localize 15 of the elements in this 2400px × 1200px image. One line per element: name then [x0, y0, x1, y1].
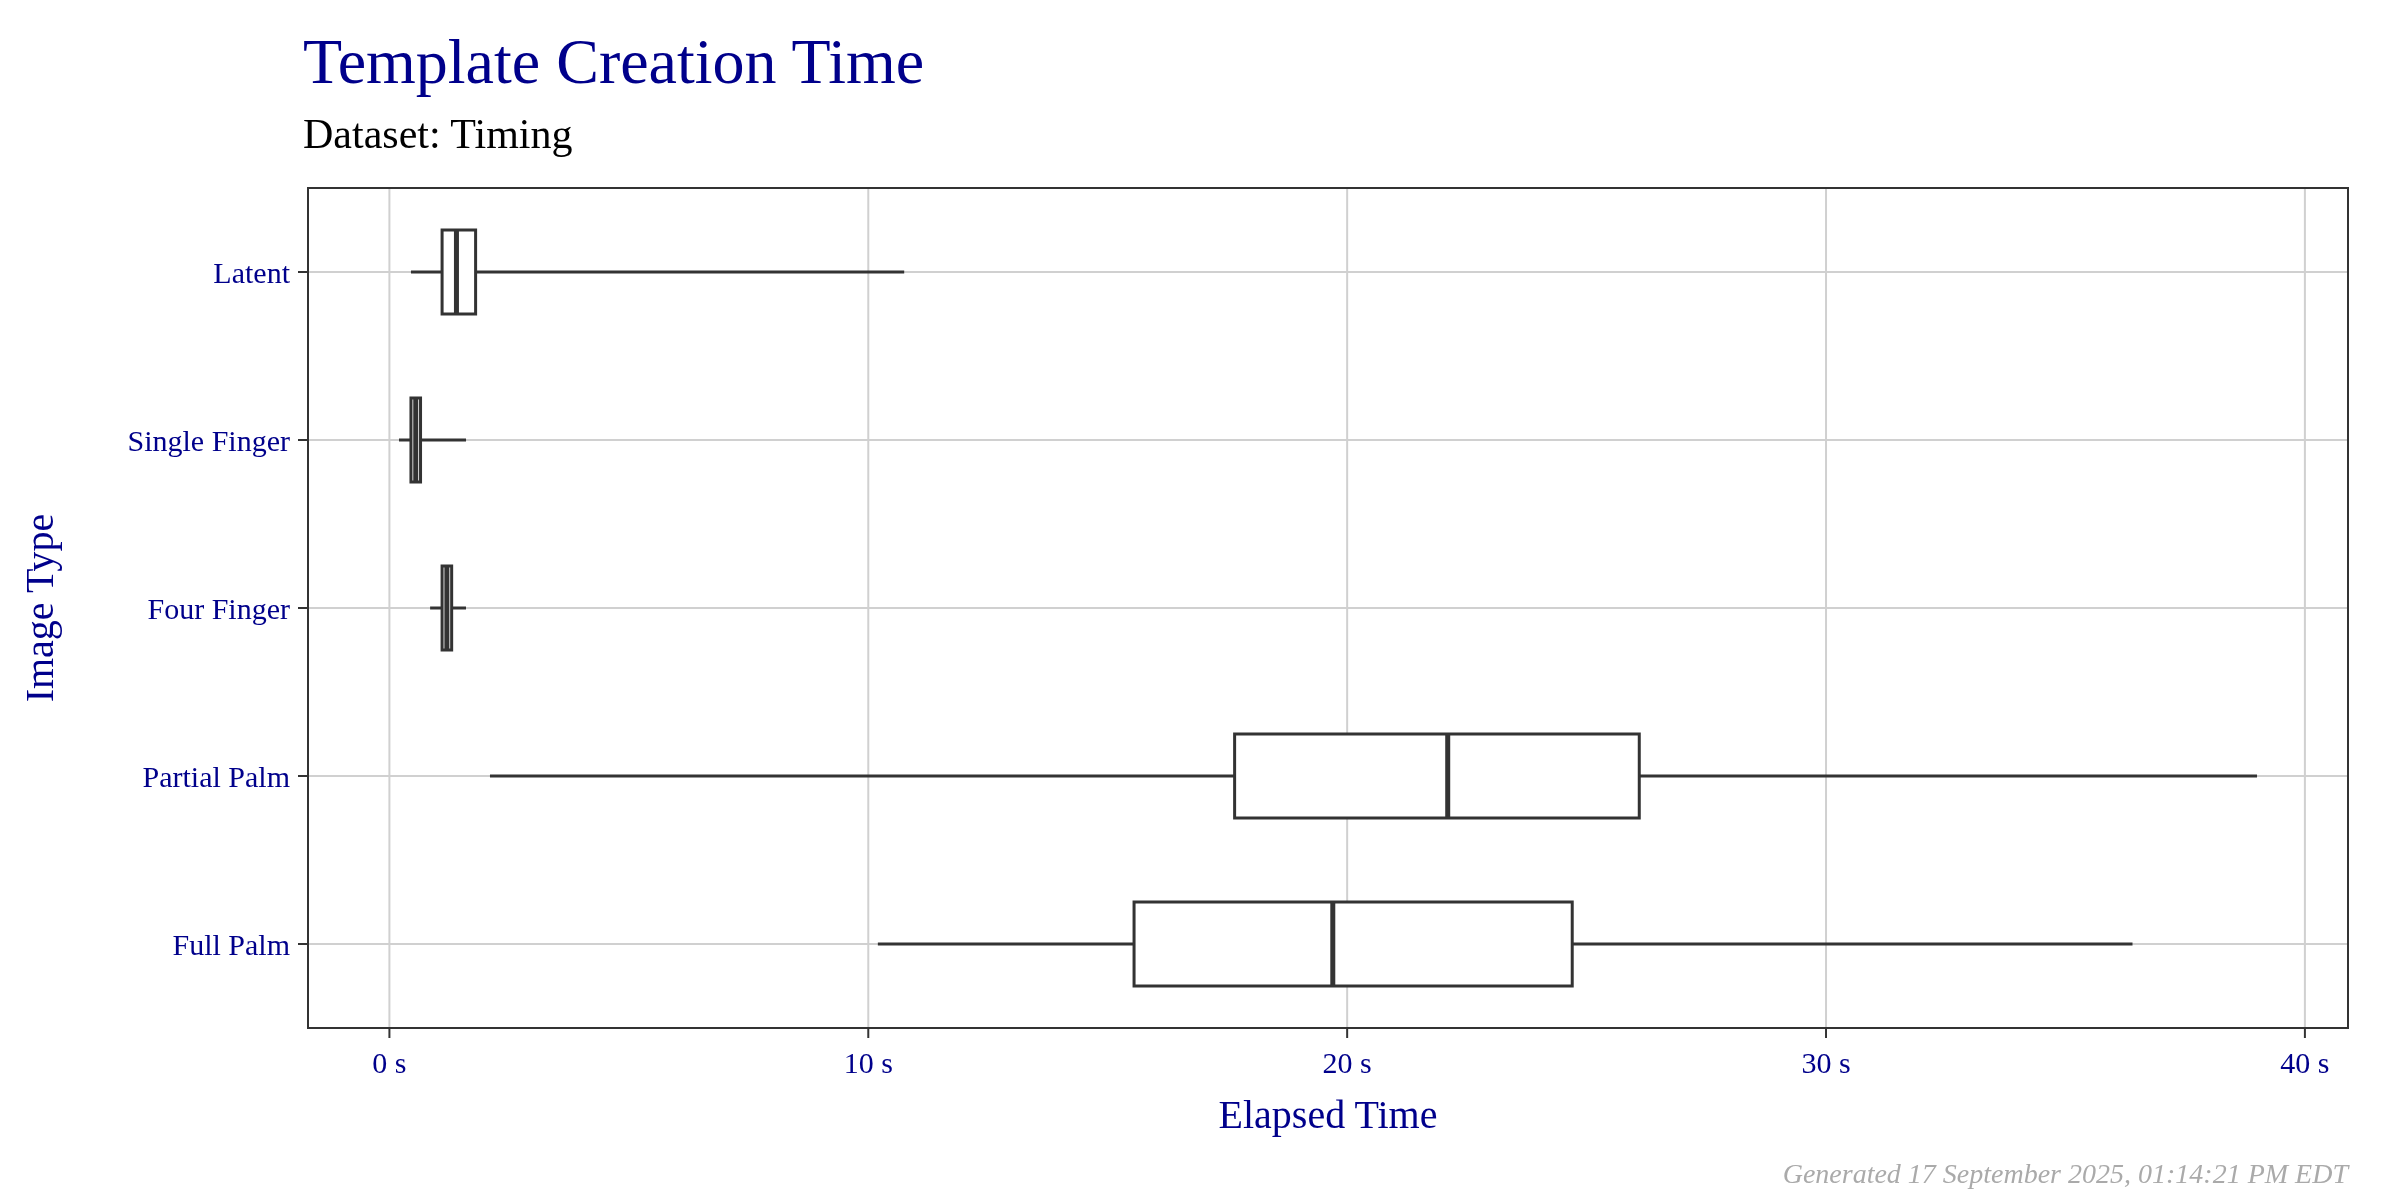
x-tick-label: 30 s	[1801, 1046, 1851, 1079]
x-tick-label: 20 s	[1322, 1046, 1372, 1079]
chart-subtitle: Dataset: Timing	[303, 111, 573, 157]
y-tick-label: Single Finger	[127, 423, 290, 457]
x-axis-title: Elapsed Time	[1218, 1092, 1438, 1137]
y-tick-label: Partial Palm	[142, 759, 290, 793]
x-tick-label: 0 s	[372, 1046, 407, 1079]
y-tick-label: Full Palm	[172, 927, 290, 961]
text: Generated 17 September 2025, 01:14:21 PM EDT	[1782, 1158, 2351, 1189]
x-tick-label: 40 s	[2280, 1046, 2330, 1079]
y-tick-label: Latent	[213, 255, 291, 289]
chart-title: Template Creation Time	[303, 26, 925, 97]
y-axis-title: Image Type	[17, 513, 62, 703]
x-tick-label: 10 s	[843, 1046, 893, 1079]
y-tick-label: Four Finger	[147, 591, 291, 625]
